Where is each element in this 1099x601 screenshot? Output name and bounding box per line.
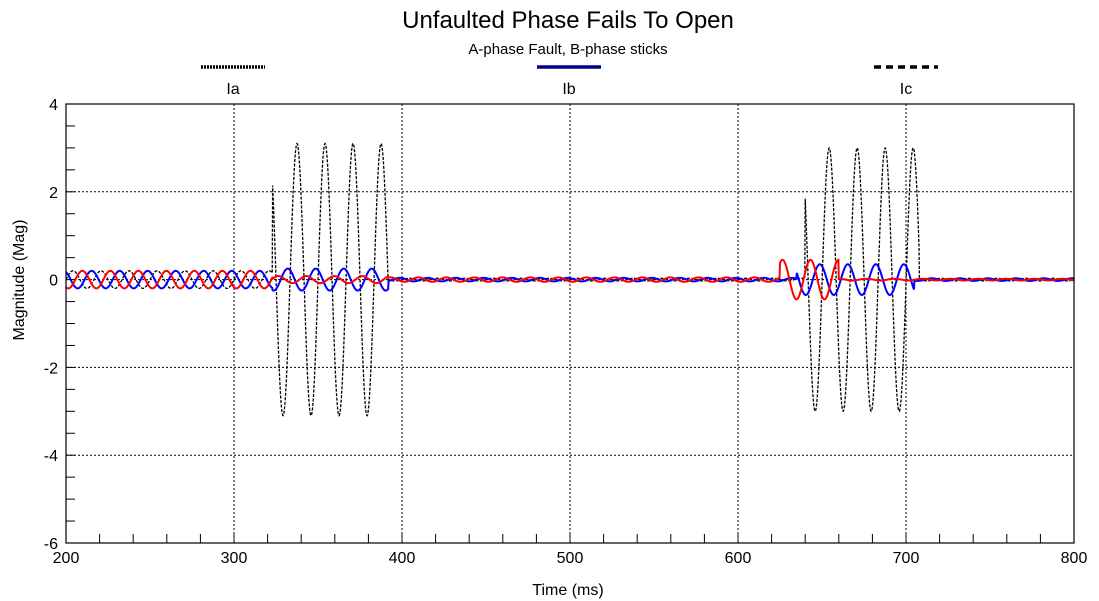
legend-label: Ib <box>562 81 575 98</box>
x-tick-label: 200 <box>53 550 80 567</box>
series-layer <box>65 142 1075 417</box>
series-line-ia <box>65 142 1075 417</box>
y-tick-labels: -6 -4 -2 0 2 4 <box>44 97 58 553</box>
x-tick-label: 400 <box>389 550 416 567</box>
minor-ticks <box>65 103 1075 544</box>
y-tick-label: -4 <box>44 448 58 465</box>
x-tick-label: 700 <box>893 550 920 567</box>
x-tick-label: 500 <box>557 550 584 567</box>
chart-title: Unfaulted Phase Fails To Open <box>402 7 734 34</box>
y-axis-label: Magnitude (Mag) <box>11 220 28 341</box>
y-tick-label: -2 <box>44 360 58 377</box>
y-tick-label: 0 <box>49 273 58 290</box>
legend-label: Ic <box>900 81 912 98</box>
x-axis-label: Time (ms) <box>532 582 603 599</box>
y-tick-label: 4 <box>49 97 58 114</box>
x-tick-labels: 200 300 400 500 600 700 800 <box>53 550 1088 567</box>
x-tick-label: 300 <box>221 550 248 567</box>
x-tick-label: 600 <box>725 550 752 567</box>
series-line-ic <box>65 258 1075 301</box>
series-line-ib <box>65 263 1075 296</box>
chart-subtitle: A-phase Fault, B-phase sticks <box>468 41 667 58</box>
legend-label: Ia <box>226 81 239 98</box>
x-tick-label: 800 <box>1061 550 1088 567</box>
legend: Ia Ib Ic <box>201 65 938 98</box>
y-tick-label: 2 <box>49 185 58 202</box>
y-tick-label: -6 <box>44 536 58 553</box>
grid <box>66 104 1074 543</box>
